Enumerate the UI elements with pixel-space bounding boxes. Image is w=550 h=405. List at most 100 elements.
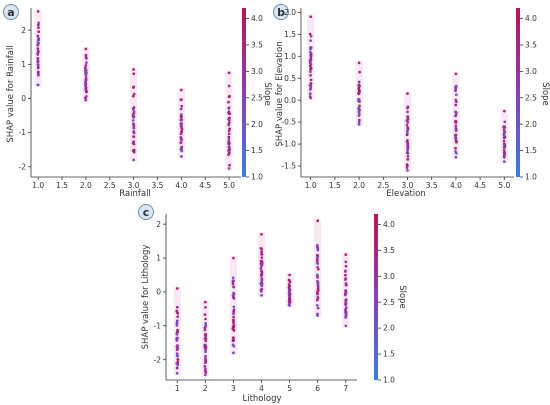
- panel-a-xlabel: Rainfall: [119, 189, 151, 199]
- data-point: [83, 96, 87, 100]
- data-point: [203, 300, 207, 304]
- data-point: [232, 338, 236, 342]
- data-point: [37, 23, 40, 27]
- x-tick-label: 4: [259, 384, 264, 393]
- data-point: [227, 132, 231, 136]
- x-tick-label: 4.0: [175, 181, 187, 190]
- data-point: [227, 145, 231, 149]
- data-point: [175, 287, 179, 290]
- data-point: [309, 53, 313, 57]
- y-tick-label: 1: [156, 254, 161, 263]
- data-point: [132, 85, 135, 89]
- data-point: [454, 114, 457, 118]
- data-point: [232, 292, 236, 296]
- data-point: [203, 313, 207, 316]
- data-point: [344, 310, 348, 313]
- data-point: [357, 84, 361, 87]
- colorbar-tick-label: 2.0: [251, 120, 263, 129]
- data-point: [36, 53, 40, 56]
- data-point: [231, 282, 235, 286]
- colorbar-tick-label: 2.5: [251, 93, 263, 102]
- x-tick-label: 3: [231, 384, 236, 393]
- data-point: [316, 314, 320, 317]
- data-point: [309, 74, 312, 77]
- panel-b-xlabel: Elevation: [386, 189, 425, 199]
- data-point: [344, 269, 347, 273]
- data-point: [502, 155, 506, 159]
- data-point: [85, 71, 88, 75]
- data-point: [204, 322, 207, 325]
- data-point: [131, 149, 135, 152]
- data-point: [405, 133, 409, 137]
- y-tick-label: 0.0: [284, 96, 296, 105]
- svg-text:c: c: [143, 206, 150, 219]
- data-point: [227, 135, 231, 139]
- data-point: [454, 124, 458, 128]
- data-point: [176, 328, 179, 332]
- y-tick-label: 0: [21, 94, 26, 103]
- data-point: [204, 332, 208, 336]
- data-point: [406, 169, 409, 172]
- data-point: [344, 308, 347, 311]
- panel-b-badge: b: [273, 4, 289, 20]
- data-point: [344, 324, 348, 328]
- data-point: [502, 142, 506, 146]
- data-point: [204, 347, 207, 351]
- data-point: [227, 117, 230, 121]
- data-point: [180, 145, 183, 149]
- data-point: [176, 305, 179, 309]
- data-point: [502, 136, 506, 140]
- data-point: [357, 114, 361, 118]
- data-point: [227, 107, 231, 110]
- colorbar-tick-label: 3.0: [251, 67, 263, 76]
- data-point: [344, 277, 348, 280]
- data-point: [179, 118, 183, 122]
- panel-b-colorbar-label: Slope: [540, 82, 550, 106]
- data-point: [132, 158, 135, 162]
- y-tick-label: 0: [156, 288, 161, 297]
- data-point: [179, 155, 183, 158]
- data-point: [406, 105, 410, 109]
- x-tick-label: 1.0: [32, 181, 44, 190]
- data-point: [260, 273, 263, 276]
- data-point: [83, 68, 87, 72]
- data-point: [309, 66, 313, 70]
- data-point: [287, 290, 291, 294]
- data-point: [503, 152, 506, 155]
- data-point: [454, 155, 458, 159]
- y-tick-label: -1.0: [281, 140, 296, 149]
- data-point: [309, 39, 312, 43]
- data-point: [405, 166, 409, 170]
- x-tick-label: 4.5: [474, 181, 486, 190]
- x-tick-label: 1.0: [305, 181, 317, 190]
- data-point: [309, 70, 312, 74]
- data-point: [406, 115, 410, 118]
- x-tick-label: 7: [343, 384, 348, 393]
- data-point: [316, 248, 320, 252]
- x-tick-label: 4.0: [450, 181, 462, 190]
- x-tick-label: 3.5: [426, 181, 438, 190]
- data-point: [454, 140, 458, 144]
- data-point: [227, 137, 231, 141]
- panel-b-plot: 1.0 1.5 2.0 2.5 3.0 3.5 4.0 4.5 5.0 -1.5 -1.0 -0.5 0…: [281, 8, 514, 190]
- data-point: [288, 287, 291, 291]
- data-point: [228, 127, 231, 131]
- data-point: [316, 262, 320, 266]
- cluster-band: [229, 256, 237, 355]
- colorbar-tick-label: 4.0: [383, 220, 395, 229]
- data-point: [309, 85, 313, 88]
- data-point: [406, 110, 409, 114]
- data-point: [179, 122, 183, 125]
- data-point: [232, 308, 236, 312]
- data-point: [309, 78, 313, 82]
- data-point: [316, 296, 320, 299]
- data-point: [308, 92, 312, 95]
- data-point: [227, 167, 231, 170]
- data-point: [228, 112, 232, 116]
- data-point: [316, 265, 320, 269]
- data-point: [315, 304, 319, 307]
- data-point: [175, 339, 179, 342]
- data-point: [357, 111, 361, 114]
- colorbar-tick-label: 3.5: [383, 246, 395, 255]
